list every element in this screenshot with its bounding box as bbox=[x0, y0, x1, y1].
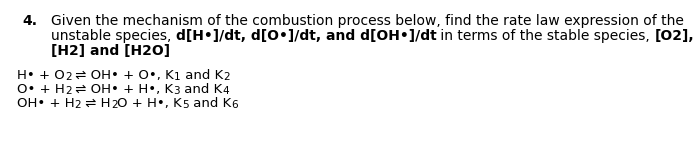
Text: d[H•]/dt, d[O•]/dt, and d[OH•]/dt: d[H•]/dt, d[O•]/dt, and d[OH•]/dt bbox=[176, 29, 437, 43]
Text: 2: 2 bbox=[223, 71, 230, 81]
Text: Given the mechanism of the combustion process below, find the rate law expressio: Given the mechanism of the combustion pr… bbox=[51, 14, 684, 28]
Text: 2: 2 bbox=[111, 99, 118, 110]
Text: and K: and K bbox=[180, 83, 223, 96]
Text: ⇌ OH• + H•, K: ⇌ OH• + H•, K bbox=[71, 83, 174, 96]
Text: 1: 1 bbox=[174, 71, 181, 81]
Text: unstable species,: unstable species, bbox=[51, 29, 176, 43]
Text: ⇌ OH• + O•, K: ⇌ OH• + O•, K bbox=[71, 69, 174, 82]
Text: O• + H: O• + H bbox=[17, 83, 64, 96]
Text: and K: and K bbox=[189, 97, 231, 110]
Text: and K: and K bbox=[181, 69, 223, 82]
Text: 2: 2 bbox=[64, 71, 71, 81]
Text: H• + O: H• + O bbox=[17, 69, 64, 82]
Text: ⇌ H: ⇌ H bbox=[81, 97, 111, 110]
Text: 3: 3 bbox=[174, 86, 180, 96]
Text: 5: 5 bbox=[182, 99, 189, 110]
Text: 6: 6 bbox=[231, 99, 237, 110]
Text: 4: 4 bbox=[223, 86, 229, 96]
Text: [H2] and [H2O]: [H2] and [H2O] bbox=[51, 44, 170, 58]
Text: O + H•, K: O + H•, K bbox=[118, 97, 182, 110]
Text: 2: 2 bbox=[64, 86, 71, 96]
Text: [O2],: [O2], bbox=[654, 29, 694, 43]
Text: in terms of the stable species,: in terms of the stable species, bbox=[437, 29, 654, 43]
Text: 2: 2 bbox=[75, 99, 81, 110]
Text: 4.: 4. bbox=[22, 14, 37, 28]
Text: OH• + H: OH• + H bbox=[17, 97, 75, 110]
